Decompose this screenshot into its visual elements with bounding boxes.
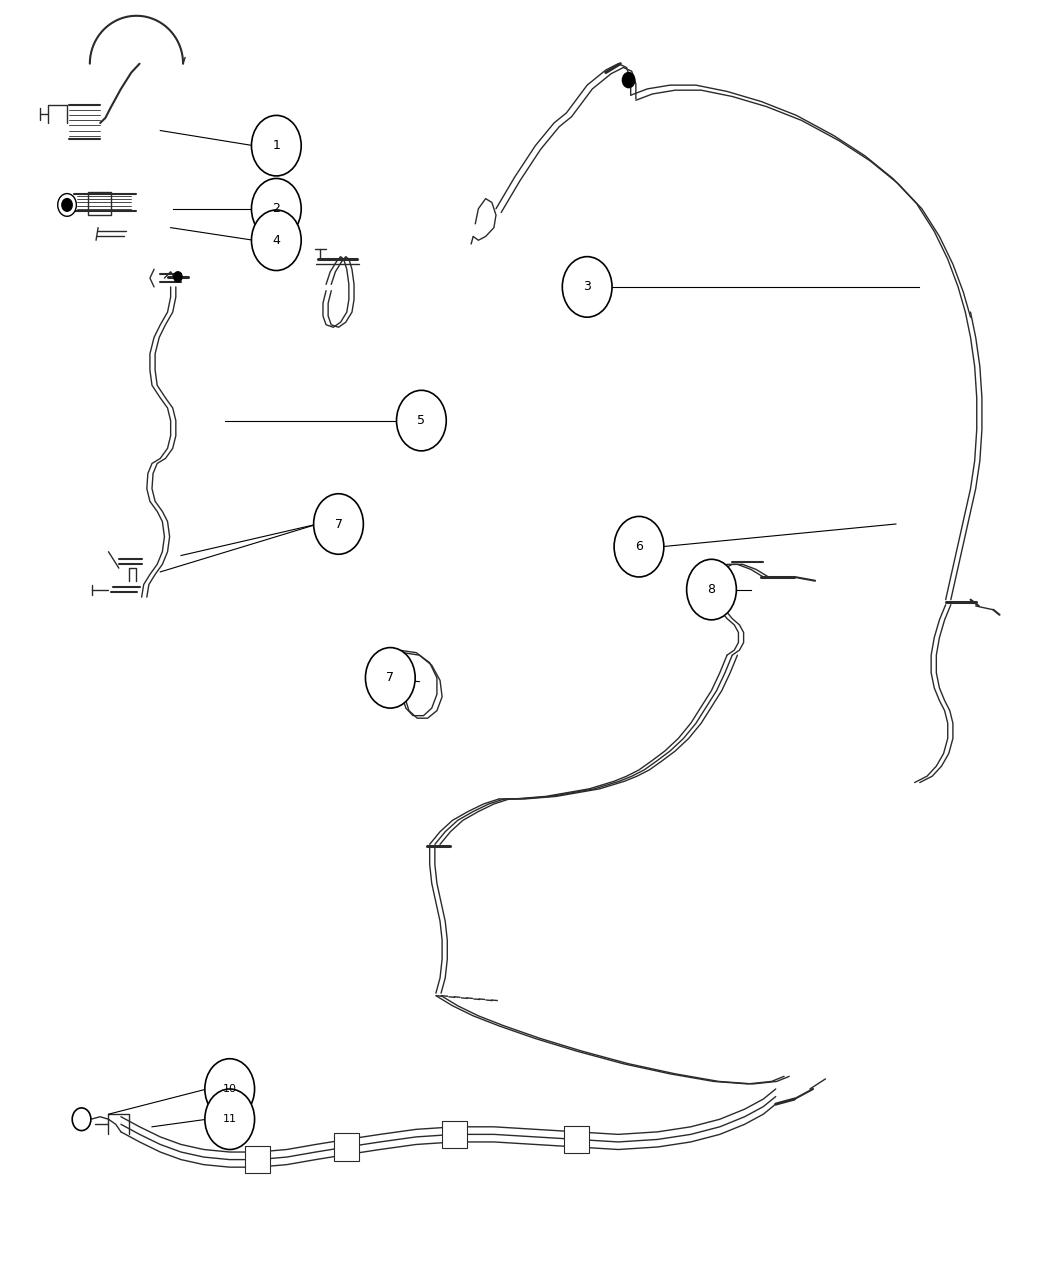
Text: 5: 5 [418, 414, 425, 427]
Circle shape [205, 1058, 254, 1119]
Bar [88, 193, 110, 215]
Circle shape [58, 194, 77, 217]
Circle shape [563, 256, 612, 317]
Text: 7: 7 [335, 518, 342, 530]
Circle shape [314, 493, 363, 555]
Text: 2: 2 [272, 203, 280, 215]
Bar [246, 1146, 270, 1173]
Circle shape [205, 1089, 254, 1150]
Circle shape [365, 648, 415, 708]
Circle shape [397, 390, 446, 451]
Text: 11: 11 [223, 1114, 236, 1125]
Circle shape [251, 179, 301, 238]
Circle shape [623, 73, 635, 88]
Circle shape [251, 116, 301, 176]
Text: 7: 7 [386, 672, 395, 685]
Bar [442, 1121, 467, 1149]
Circle shape [687, 560, 736, 620]
Circle shape [251, 210, 301, 270]
Bar [334, 1133, 359, 1160]
Text: 10: 10 [223, 1084, 236, 1094]
Text: 1: 1 [272, 139, 280, 152]
Text: 3: 3 [583, 280, 591, 293]
Circle shape [62, 199, 72, 212]
Circle shape [173, 272, 182, 282]
Text: 6: 6 [635, 541, 643, 553]
Circle shape [72, 1108, 91, 1131]
Text: 4: 4 [272, 233, 280, 247]
Bar [564, 1126, 589, 1154]
Circle shape [614, 516, 664, 578]
Text: 8: 8 [708, 583, 715, 597]
